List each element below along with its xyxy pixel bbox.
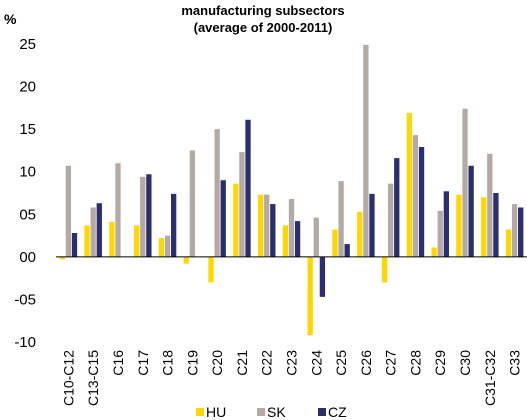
- legend-label-hu: HU: [206, 404, 226, 420]
- bar-cz-c13-c15: [96, 203, 102, 257]
- bar-hu-c24: [307, 256, 313, 336]
- bar-sk-c33: [511, 204, 518, 257]
- x-category-label: C26: [358, 350, 374, 376]
- legend-swatch-cz: [318, 408, 326, 416]
- y-tick-label: 20: [19, 79, 36, 96]
- y-tick-label: -10: [14, 334, 36, 351]
- legend-label-cz: CZ: [328, 404, 347, 420]
- x-category-label: C13-C15: [85, 350, 101, 406]
- bar-sk-c22: [264, 194, 270, 257]
- legend-swatch-hu: [196, 408, 204, 416]
- bar-sk-c21: [239, 152, 245, 257]
- bar-sk-c25: [338, 181, 344, 257]
- y-tick-label: 10: [19, 164, 36, 181]
- bar-hu-c31-c32: [481, 197, 487, 257]
- x-category-label: C29: [432, 350, 448, 376]
- x-category-label: C25: [333, 350, 349, 376]
- y-axis-tick-labels: 25 20 15 10 05 00 -05 -10: [14, 36, 36, 351]
- bar-hu-c13-c15: [84, 225, 90, 257]
- bar-cz-c24: [319, 256, 326, 297]
- x-category-label: C20: [209, 350, 225, 376]
- y-tick-label: 25: [19, 36, 36, 53]
- bar-hu-c10-c12: [59, 256, 65, 260]
- legend: HU SK CZ: [196, 404, 347, 420]
- chart-title-line-1: manufacturing subsectors: [181, 3, 344, 18]
- y-tick-label: -05: [14, 291, 36, 308]
- bar-sk-c17: [140, 176, 146, 257]
- x-category-label: C33: [507, 350, 523, 376]
- bar-sk-c26: [363, 44, 369, 257]
- x-category-label: C17: [135, 350, 151, 376]
- x-axis-category-labels: C10-C12 C13-C15 C16 C17 C18 C19 C20 C21 C22 C23 C2…: [60, 350, 522, 406]
- bar-cz-c27: [394, 158, 400, 257]
- bar-hu-c19: [183, 256, 189, 264]
- bar-cz-c17: [146, 174, 152, 257]
- x-category-label: C16: [110, 350, 126, 376]
- bar-cz-c28: [418, 147, 425, 257]
- bar-hu-c27: [381, 256, 388, 283]
- bar-cz-c10-c12: [71, 233, 78, 257]
- x-category-label: C31-C32: [482, 350, 498, 406]
- x-category-label: C24: [308, 350, 324, 376]
- bar-sk-c16: [115, 163, 121, 257]
- bar-cz-c26: [369, 193, 375, 257]
- bar-hu-c20: [208, 256, 214, 283]
- bar-hu-c25: [332, 229, 338, 257]
- bar-sk-c10-c12: [65, 165, 72, 257]
- bar-cz-c20: [220, 180, 226, 257]
- bar-sk-c13-c15: [90, 207, 96, 257]
- legend-swatch-sk: [257, 408, 265, 416]
- x-category-label: C22: [259, 350, 275, 376]
- bar-hu-c18: [158, 238, 165, 257]
- bar-cz-c25: [344, 244, 350, 257]
- bar-cz-c31-c32: [493, 193, 499, 257]
- x-category-label: C21: [234, 350, 250, 376]
- x-category-label: C23: [284, 350, 300, 376]
- bar-cz-c29: [443, 191, 449, 257]
- bar-hu-c16: [109, 221, 115, 257]
- bar-sk-c20: [214, 129, 220, 257]
- x-category-label: C18: [160, 350, 176, 376]
- y-tick-label: 15: [19, 121, 36, 138]
- x-category-label: C27: [383, 350, 399, 376]
- bar-hu-c23: [282, 225, 289, 257]
- bar-cz-c18: [171, 193, 177, 257]
- bar-cz-c21: [245, 119, 251, 257]
- y-axis-unit-label: %: [4, 11, 17, 27]
- bar-sk-c29: [437, 210, 443, 257]
- bar-sk-c28: [412, 135, 419, 257]
- y-tick-label: 00: [19, 249, 36, 266]
- bar-cz-c23: [294, 221, 301, 257]
- y-tick-label: 05: [19, 206, 36, 223]
- chart-title: manufacturing subsectors (average of 200…: [181, 3, 344, 35]
- bars: [59, 44, 524, 336]
- x-category-label: C30: [457, 350, 473, 376]
- bar-hu-c22: [257, 194, 264, 257]
- bar-sk-c23: [288, 198, 295, 257]
- x-category-label: C10-C12: [60, 350, 76, 406]
- bar-cz-c33: [518, 207, 524, 257]
- bar-hu-c17: [134, 225, 140, 257]
- legend-label-sk: SK: [267, 404, 286, 420]
- bar-cz-c22: [270, 204, 276, 257]
- x-category-label: C28: [407, 350, 423, 376]
- bar-sk-c31-c32: [487, 153, 493, 257]
- bar-sk-c19: [189, 150, 195, 257]
- bar-hu-c28: [406, 112, 412, 257]
- bar-sk-c30: [462, 108, 468, 257]
- bar-hu-c33: [505, 229, 512, 257]
- bar-hu-c29: [431, 247, 437, 257]
- bar-hu-c21: [233, 183, 239, 257]
- bar-hu-c26: [357, 211, 363, 257]
- x-category-label: C19: [184, 350, 200, 376]
- chart-title-line-2: (average of 2000-2011): [194, 20, 333, 35]
- bar-hu-c30: [456, 194, 462, 257]
- bar-sk-c24: [313, 217, 319, 257]
- bar-sk-c27: [388, 183, 394, 257]
- bar-sk-c18: [164, 235, 171, 257]
- bar-cz-c30: [468, 165, 474, 257]
